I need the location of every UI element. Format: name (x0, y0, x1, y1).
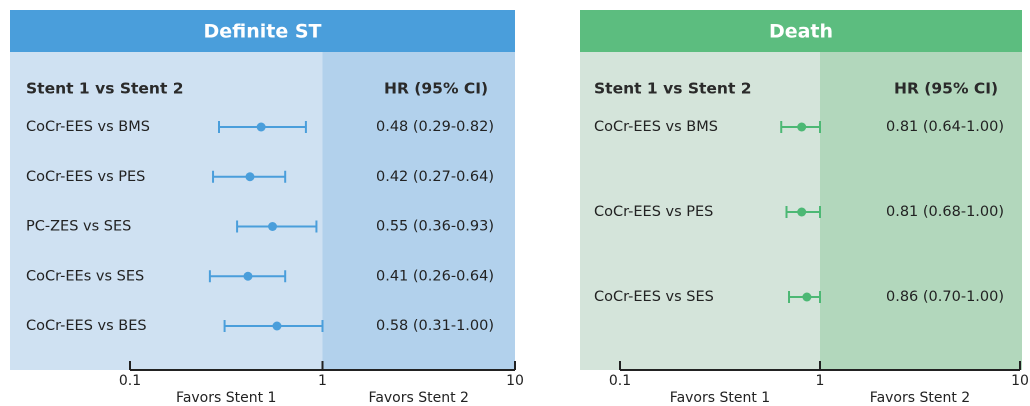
shaded-region (820, 52, 1022, 370)
x-tick-label: 1 (816, 373, 825, 389)
title-bar (580, 10, 1022, 52)
hr-label: 0.41 (0.26-0.64) (376, 268, 494, 284)
row-label: CoCr-EES vs PES (26, 169, 145, 185)
x-tick-label: 1 (318, 373, 327, 389)
column-header: HR (95% CI) (384, 80, 488, 98)
title-bar (10, 10, 515, 52)
favors-right: Favors Stent 2 (369, 390, 469, 406)
hr-point (797, 122, 807, 132)
row-label: CoCr-EES vs SES (594, 289, 714, 305)
hr-point (268, 222, 278, 231)
x-tick-label: 10 (506, 373, 524, 389)
hr-label: 0.81 (0.68-1.00) (886, 204, 1004, 220)
hr-label: 0.81 (0.64-1.00) (886, 119, 1004, 135)
hr-label: 0.48 (0.29-0.82) (376, 119, 494, 135)
hr-label: 0.42 (0.27-0.64) (376, 169, 494, 185)
panel-title: Death (769, 21, 833, 43)
column-header: HR (95% CI) (894, 80, 998, 98)
row-label: CoCr-EES vs BES (26, 318, 147, 334)
panel-title: Definite ST (203, 21, 321, 43)
hr-label: 0.58 (0.31-1.00) (376, 318, 494, 334)
row-label: PC-ZES vs SES (26, 219, 131, 235)
hr-point (256, 122, 266, 132)
hr-point (802, 292, 812, 302)
favors-right: Favors Stent 2 (870, 390, 970, 406)
favors-left: Favors Stent 1 (670, 390, 770, 406)
row-label: CoCr-EES vs BMS (594, 119, 718, 135)
shaded-region (322, 52, 515, 370)
row-label: CoCr-EES vs BMS (26, 119, 150, 135)
x-tick-label: 10 (1011, 373, 1029, 389)
favors-left: Favors Stent 1 (176, 390, 276, 406)
column-header: Stent 1 vs Stent 2 (26, 80, 184, 98)
x-tick-label: 0.1 (609, 373, 631, 389)
row-label: CoCr-EES vs PES (594, 204, 713, 220)
hr-label: 0.86 (0.70-1.00) (886, 289, 1004, 305)
hr-label: 0.55 (0.36-0.93) (376, 219, 494, 235)
hr-point (797, 207, 807, 217)
column-header: Stent 1 vs Stent 2 (594, 80, 752, 98)
hr-point (272, 321, 282, 331)
x-tick-label: 0.1 (119, 373, 141, 389)
hr-point (245, 172, 255, 182)
row-label: CoCr-EEs vs SES (26, 268, 144, 284)
hr-point (243, 271, 253, 281)
